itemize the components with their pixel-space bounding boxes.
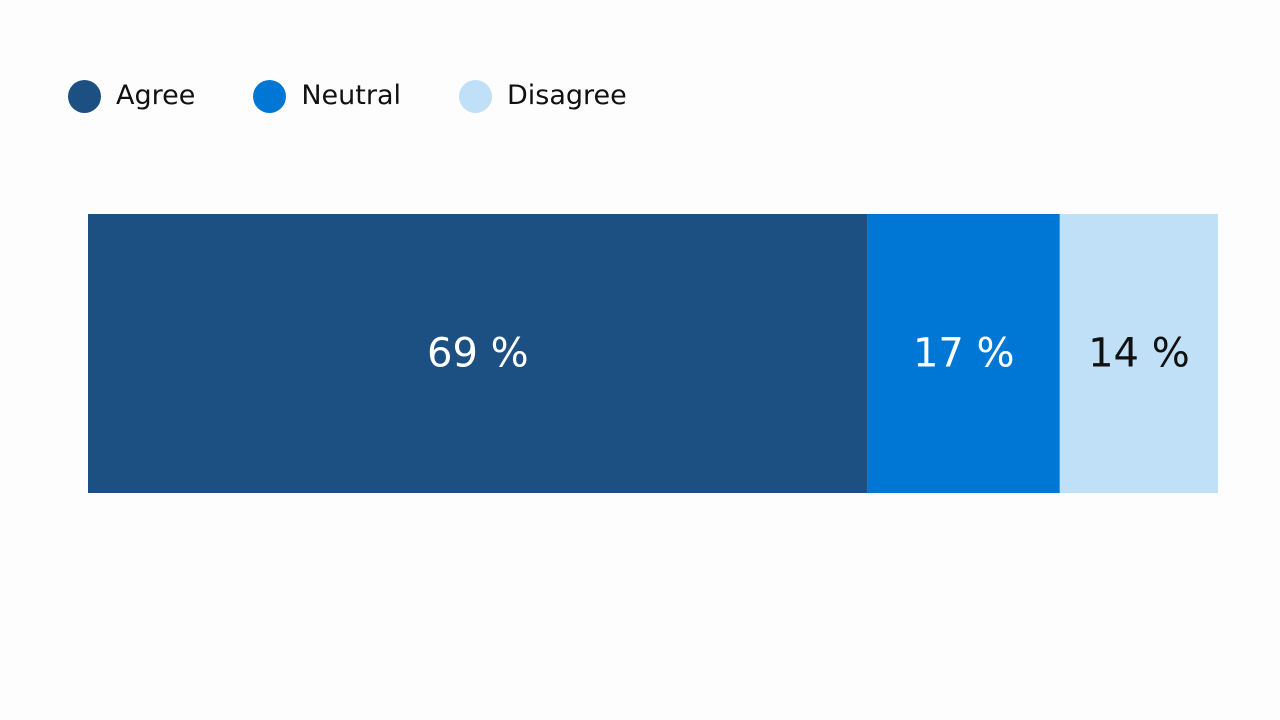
data-label-disagree: 14 % (1088, 331, 1190, 377)
legend-item-agree: Agree (68, 78, 195, 114)
bar-segment-agree (88, 214, 868, 493)
legend-swatch-agree (68, 79, 101, 113)
legend-label-agree: Agree (116, 80, 196, 111)
legend-swatch-disagree (459, 79, 492, 113)
chart-legend: Agree Neutral Disagree (68, 78, 685, 114)
legend-label-disagree: Disagree (507, 80, 627, 111)
data-label-neutral: 17 % (913, 331, 1015, 377)
legend-item-neutral: Neutral (253, 78, 401, 114)
bar-segment-disagree (1059, 214, 1218, 493)
legend-label-neutral: Neutral (301, 80, 401, 111)
legend-swatch-neutral (253, 79, 287, 113)
data-label-agree: 69 % (427, 331, 529, 377)
legend-item-disagree: Disagree (459, 78, 627, 114)
bar-segment-neutral (867, 214, 1060, 493)
